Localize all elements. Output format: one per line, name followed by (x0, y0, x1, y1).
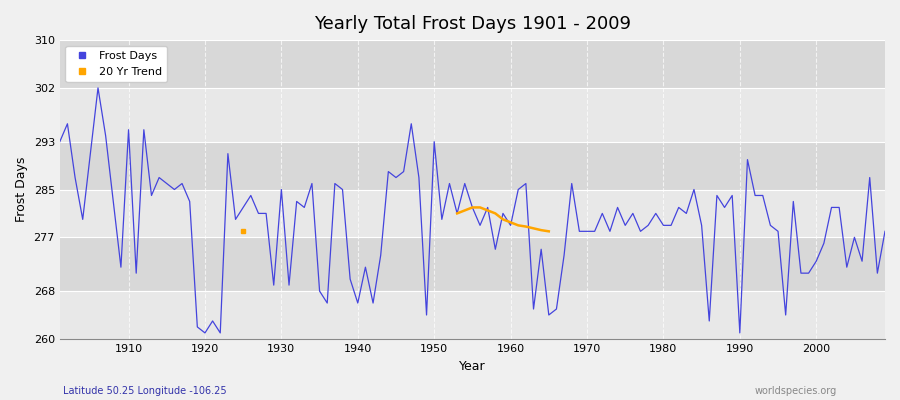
Bar (59, 40, 885, 88)
Bar (59, 190, 885, 237)
Text: worldspecies.org: worldspecies.org (755, 386, 837, 396)
Title: Yearly Total Frost Days 1901 - 2009: Yearly Total Frost Days 1901 - 2009 (314, 15, 631, 33)
Bar (59, 142, 885, 190)
Text: Latitude 50.25 Longitude -106.25: Latitude 50.25 Longitude -106.25 (63, 386, 227, 396)
X-axis label: Year: Year (459, 360, 486, 373)
Y-axis label: Frost Days: Frost Days (15, 157, 28, 222)
Legend: Frost Days, 20 Yr Trend: Frost Days, 20 Yr Trend (66, 46, 167, 82)
Bar (59, 237, 885, 291)
Bar (59, 291, 885, 339)
Bar (59, 88, 885, 142)
